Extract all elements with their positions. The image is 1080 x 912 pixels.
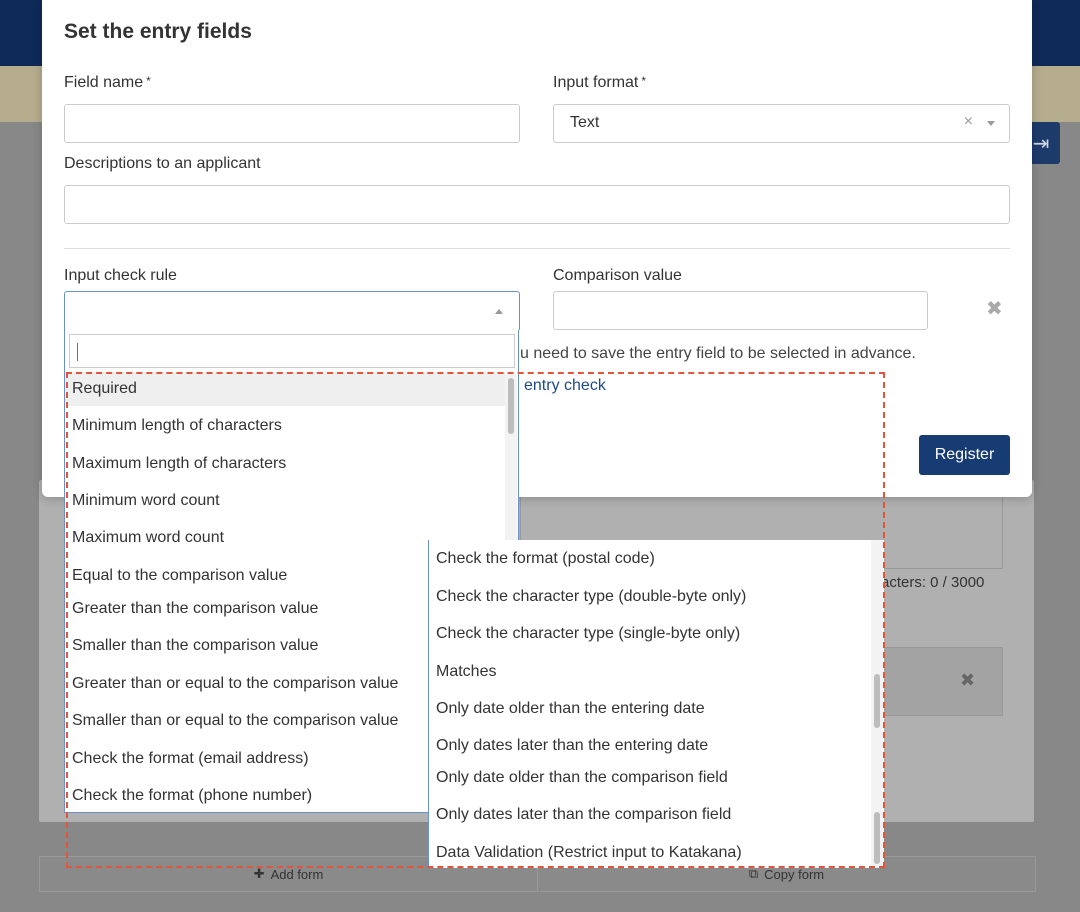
add-form-label: Add form	[270, 866, 324, 882]
rule-option[interactable]: Smaller than the comparison value	[72, 637, 319, 654]
input-format-label: Input format *	[553, 74, 646, 92]
text-cursor	[77, 343, 78, 361]
rule-option[interactable]: Only date older than the comparison fiel…	[436, 769, 728, 786]
remove-rule-icon[interactable]: ✖	[986, 298, 1003, 320]
copy-icon: ⧉	[748, 866, 759, 881]
field-name-label-text: Field name	[64, 74, 144, 91]
input-check-rule-select[interactable]	[64, 291, 520, 330]
rule-option[interactable]: Maximum length of characters	[72, 455, 287, 472]
entry-check-link[interactable]: entry check	[524, 377, 606, 394]
scrollbar-thumb[interactable]	[874, 674, 880, 728]
close-icon[interactable]: ✖	[960, 670, 976, 690]
rule-option[interactable]: Greater than or equal to the comparison …	[72, 675, 399, 692]
character-counter: racters: 0 / 3000	[876, 574, 985, 591]
input-format-value: Text	[570, 114, 600, 131]
rule-option[interactable]: Minimum word count	[72, 492, 220, 509]
rule-dropdown-continued: Check the format (postal code) Check the …	[428, 540, 884, 868]
input-format-label-text: Input format	[553, 74, 639, 91]
comparison-value-input[interactable]	[553, 291, 928, 330]
modal-title: Set the entry fields	[64, 20, 252, 43]
rule-option[interactable]: Only dates later than the entering date	[436, 737, 709, 754]
divider	[64, 248, 1010, 249]
rule-option[interactable]: Minimum length of characters	[72, 417, 282, 434]
rule-option[interactable]: Maximum word count	[72, 529, 225, 546]
dropdown-scrollbar[interactable]	[871, 540, 883, 868]
rule-option[interactable]: Check the format (postal code)	[436, 550, 655, 567]
scrollbar-thumb[interactable]	[508, 378, 514, 434]
rule-option[interactable]: Check the character type (double-byte on…	[436, 588, 747, 605]
add-form-button[interactable]: ✚ Add form	[40, 857, 537, 891]
field-name-label: Field name *	[64, 74, 151, 92]
plus-icon: ✚	[253, 866, 265, 881]
comparison-value-label: Comparison value	[553, 267, 682, 284]
register-button[interactable]: Register	[919, 435, 1010, 475]
copy-form-button[interactable]: ⧉ Copy form	[537, 857, 1035, 891]
dropdown-search-input[interactable]	[69, 334, 515, 368]
rule-option[interactable]: Only date older than the entering date	[436, 700, 705, 717]
field-name-input[interactable]	[64, 104, 520, 143]
rule-option[interactable]: Check the character type (single-byte on…	[436, 625, 741, 642]
required-mark: *	[146, 74, 151, 88]
rule-option[interactable]: Matches	[436, 663, 497, 680]
descriptions-input[interactable]	[64, 185, 1010, 224]
required-mark: *	[641, 74, 647, 88]
chevron-down-icon	[987, 121, 995, 126]
input-check-rule-label: Input check rule	[64, 267, 177, 284]
hint-text: u need to save the entry field to be sel…	[520, 345, 916, 362]
copy-form-label: Copy form	[764, 866, 825, 882]
rule-option[interactable]: Check the format (phone number)	[72, 787, 313, 804]
rule-option[interactable]: Equal to the comparison value	[72, 567, 288, 584]
descriptions-label: Descriptions to an applicant	[64, 155, 261, 172]
clear-icon[interactable]: ×	[963, 113, 973, 130]
rule-option[interactable]: Required	[65, 372, 505, 406]
input-format-select[interactable]: Text ×	[553, 104, 1010, 143]
rule-option[interactable]: Greater than the comparison value	[72, 600, 319, 617]
rule-option[interactable]: Smaller than or equal to the comparison …	[72, 712, 399, 729]
chevron-up-icon	[495, 309, 503, 314]
rule-option[interactable]: Check the format (email address)	[72, 750, 309, 767]
rule-option[interactable]: Data Validation (Restrict input to Katak…	[436, 844, 742, 861]
rule-option[interactable]: Only dates later than the comparison fie…	[436, 806, 732, 823]
scrollbar-thumb[interactable]	[874, 812, 880, 864]
